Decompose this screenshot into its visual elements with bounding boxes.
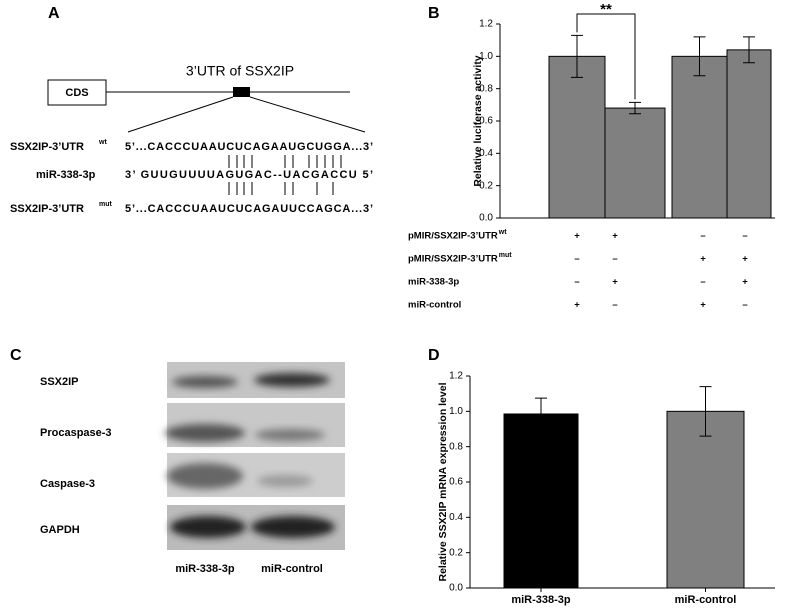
- sequence: 5’...CACCCUAAUCUCAGAAUGCUGGA...3’: [125, 141, 373, 153]
- y-tick-label: 0.8: [449, 441, 463, 452]
- y-tick-label: 0.2: [479, 180, 493, 191]
- condition-name: pMIR/SSX2IP-3’UTR: [408, 231, 498, 242]
- condition-sign: –: [574, 254, 579, 265]
- sequence: 3’ GUUGUUUUAGUGAC--UACGACCU 5’: [125, 169, 373, 181]
- panel-label: C: [10, 347, 22, 364]
- binding-site: [233, 87, 250, 97]
- bar: [671, 55, 728, 219]
- significance-label: **: [600, 1, 612, 18]
- condition-name: miR-control: [408, 300, 461, 311]
- y-tick-label: 0.0: [449, 583, 463, 594]
- bar: [666, 410, 745, 589]
- error-bar: [629, 101, 641, 115]
- panel-label: B: [428, 5, 440, 22]
- row-sup: wt: [98, 139, 107, 146]
- significance-bracket: [576, 13, 636, 100]
- zoom-line: [249, 96, 366, 133]
- condition-sign: –: [742, 231, 747, 242]
- zoom-line: [127, 96, 234, 133]
- y-axis-label: Relative SSX2IP mRNA expression level: [437, 382, 449, 581]
- condition-sign: +: [742, 277, 748, 288]
- band: [251, 516, 335, 538]
- utr-label: 3’UTR of SSX2IP: [186, 63, 294, 79]
- band: [255, 429, 325, 441]
- band: [172, 376, 238, 388]
- band: [165, 424, 245, 442]
- pairing: [228, 182, 334, 195]
- error-bar: [535, 397, 547, 431]
- condition-sign: +: [574, 231, 580, 242]
- condition-sign: +: [700, 254, 706, 265]
- band: [257, 475, 313, 487]
- pairing: [228, 155, 342, 168]
- band: [254, 373, 330, 387]
- bar: [548, 55, 606, 219]
- error-bar: [693, 36, 706, 77]
- y-tick-label: 0.4: [449, 512, 463, 523]
- sequence: 5’...CACCCUAAUCUCAGAUUCCAGCA...3’: [125, 203, 373, 215]
- condition-sign: –: [700, 231, 705, 242]
- error-bar: [699, 386, 712, 437]
- protein-label: Procaspase-3: [40, 427, 112, 439]
- error-bar: [743, 36, 755, 64]
- cds-label: CDS: [65, 87, 88, 99]
- blots: [165, 362, 345, 550]
- condition-sign: +: [700, 300, 706, 311]
- condition-sign: –: [612, 300, 617, 311]
- error-bar: [571, 34, 583, 78]
- y-tick-label: 0.8: [479, 83, 493, 94]
- condition-sign: –: [742, 300, 747, 311]
- cds-box: [47, 79, 107, 106]
- y-tick-label: 0.6: [479, 116, 493, 127]
- condition-name: pMIR/SSX2IP-3’UTR: [408, 254, 498, 265]
- y-tick-label: 1.2: [479, 19, 493, 30]
- condition-sign: +: [612, 277, 618, 288]
- panel-label: D: [428, 347, 440, 364]
- condition-sup: mut: [499, 252, 513, 259]
- condition-sign: +: [612, 231, 618, 242]
- y-tick-label: 1.2: [449, 371, 463, 382]
- y-tick-label: 1.0: [479, 51, 493, 62]
- condition-name: miR-338-3p: [408, 277, 459, 288]
- condition-sign: +: [574, 300, 580, 311]
- condition-sign: –: [612, 254, 617, 265]
- protein-label: Caspase-3: [40, 478, 95, 490]
- band: [167, 463, 243, 489]
- condition-sign: –: [574, 277, 579, 288]
- condition-sign: –: [700, 277, 705, 288]
- protein-label: SSX2IP: [40, 376, 79, 388]
- lane-label: miR-338-3p: [175, 563, 235, 575]
- condition-sign: +: [742, 254, 748, 265]
- y-tick-label: 0.0: [479, 213, 493, 224]
- protein-label: GAPDH: [40, 524, 80, 536]
- y-tick-label: 1.0: [449, 406, 463, 417]
- lane-label: miR-control: [261, 563, 323, 575]
- bar: [503, 413, 579, 589]
- row-name: SSX2IP-3’UTR: [10, 141, 84, 153]
- x-tick-label: miR-338-3p: [511, 594, 571, 606]
- row-name: miR-338-3p: [36, 169, 96, 181]
- row-name: SSX2IP-3’UTR: [10, 203, 84, 215]
- y-axis-label: Relative luciferase activity: [472, 55, 484, 186]
- x-tick-label: miR-control: [675, 594, 737, 606]
- bar: [726, 49, 772, 219]
- row-sup: mut: [99, 201, 113, 208]
- y-tick-label: 0.2: [449, 547, 463, 558]
- bar: [604, 107, 666, 219]
- y-tick-label: 0.6: [449, 477, 463, 488]
- band: [170, 516, 246, 538]
- condition-sup: wt: [498, 229, 507, 236]
- panel-label: A: [48, 5, 60, 22]
- y-tick-label: 0.4: [479, 148, 493, 159]
